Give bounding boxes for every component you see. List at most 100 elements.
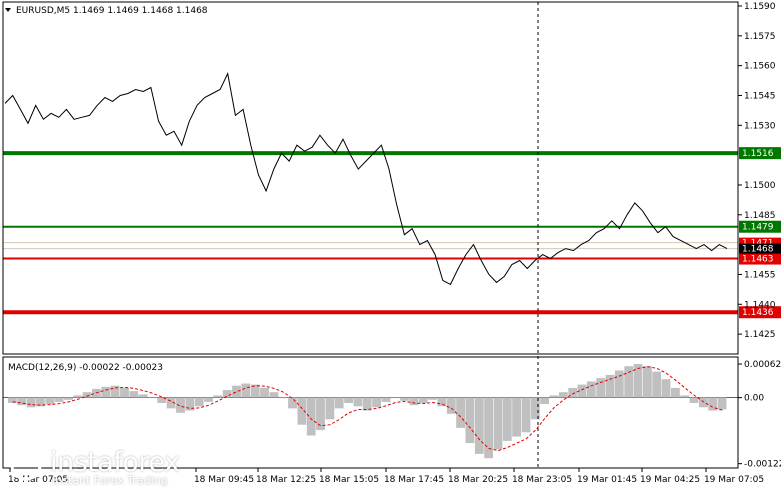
macd-bar: [176, 397, 185, 413]
xtick-label: 19 Mar 01:45: [577, 475, 637, 485]
macd-bar: [502, 397, 512, 441]
symbol-info: EURUSD,M5 1.1469 1.1469 1.1468 1.1468: [16, 6, 208, 16]
watermark-brand: instaforex: [50, 447, 180, 478]
macd-bar: [418, 397, 428, 403]
macd-bar: [26, 397, 36, 408]
price-ytick-label: 1.1545: [744, 91, 776, 101]
macd-bar: [8, 397, 17, 403]
price-tag: [739, 237, 781, 248]
macd-bar: [185, 397, 195, 411]
macd-bar: [316, 397, 325, 431]
macd-ytick-label: 0.00: [744, 394, 764, 404]
xtick-label: 18 Mar 09:45: [194, 475, 254, 485]
macd-bar: [129, 391, 139, 398]
macd-bar: [624, 366, 634, 398]
level-tag-label: 1.1516: [742, 149, 774, 159]
macd-bar: [325, 397, 335, 420]
macd-bar: [671, 387, 680, 398]
price-ytick-label: 1.1575: [744, 32, 776, 42]
macd-bar: [708, 397, 718, 411]
macd-bar: [213, 395, 223, 398]
macd-bar: [400, 397, 409, 401]
macd-bar: [64, 397, 73, 400]
macd-bar: [605, 374, 615, 398]
macd-bar: [465, 397, 475, 444]
level-tag-label: 1.1463: [742, 255, 774, 265]
price-tag: [739, 243, 781, 254]
macd-bar: [194, 397, 204, 407]
price-ytick-label: 1.1440: [744, 300, 776, 310]
macd-bar: [643, 366, 652, 398]
macd-bar: [54, 397, 64, 402]
macd-bar: [699, 397, 708, 408]
macd-bar: [306, 397, 316, 436]
macd-bar: [120, 387, 129, 398]
macd-title: MACD(12,26,9) -0.00022 -0.00023: [8, 363, 163, 373]
price-series-line: [4, 71, 728, 286]
macd-bar: [717, 397, 727, 410]
price-frame: [2, 1, 739, 355]
macd-bar: [661, 379, 671, 398]
price-ytick-label: 1.1425: [744, 330, 776, 340]
macd-bar: [474, 397, 484, 454]
price-tag-label: 1.1468: [742, 245, 774, 255]
macd-bar: [101, 386, 111, 398]
symbol-dropdown-icon[interactable]: [5, 8, 11, 12]
price-ytick-label: 1.1560: [744, 62, 776, 72]
watermark-tagline: Instant Forex Trading: [52, 474, 168, 487]
macd-signal-line: [12, 366, 723, 452]
macd-bar: [288, 397, 297, 409]
macd-bar: [362, 397, 372, 411]
macd-bar: [381, 397, 391, 402]
macd-bar: [652, 371, 662, 398]
macd-bar: [82, 392, 92, 398]
macd-bar: [250, 384, 260, 398]
xtick-label: 18 Mar 17:45: [384, 475, 444, 485]
level-tag: [739, 220, 781, 233]
macd-bar: [484, 397, 493, 459]
macd-bar: [372, 397, 381, 408]
macd-bar: [269, 392, 279, 398]
macd-bar: [530, 397, 540, 420]
macd-bar: [596, 378, 606, 398]
macd-bar: [549, 395, 559, 398]
macd-bar: [558, 392, 568, 398]
macd-frame: [2, 356, 739, 469]
macd-bar: [260, 387, 269, 398]
macd-bar: [166, 397, 176, 409]
macd-bar: [204, 397, 213, 402]
level-tag-label: 1.1479: [742, 223, 774, 233]
price-ytick-label: 1.1485: [744, 211, 776, 221]
macd-bar: [614, 370, 624, 398]
xtick-label: 19 Mar 07:05: [704, 475, 764, 485]
price-ytick-label: 1.1455: [744, 270, 776, 280]
macd-bar: [390, 397, 400, 399]
macd-bar: [568, 387, 578, 398]
macd-bar: [633, 364, 643, 398]
macd-bar: [36, 397, 45, 407]
macd-bar: [45, 397, 55, 405]
macd-bar: [586, 381, 596, 398]
macd-bar: [278, 397, 288, 399]
xtick-label: 18 Mar 23:05: [512, 475, 572, 485]
macd-bar: [446, 397, 456, 414]
level-tag-label: 1.1436: [742, 308, 774, 318]
macd-ytick-label: -0.00122: [744, 460, 781, 470]
macd-bar: [540, 397, 549, 405]
price-ytick-label: 1.1500: [744, 181, 776, 191]
price-ytick-label: 1.1590: [744, 2, 776, 12]
macd-bar: [222, 390, 232, 398]
macd-bar: [344, 397, 353, 403]
xtick-label: 18 Mar 07:05: [8, 475, 68, 485]
macd-bar: [437, 397, 447, 407]
macd-bar: [232, 385, 241, 398]
instaforex-logo-icon: [9, 448, 43, 482]
macd-ytick-label: 0.00062: [744, 360, 781, 370]
macd-bar: [334, 397, 344, 409]
level-tag: [739, 147, 781, 160]
macd-bar: [456, 397, 465, 428]
macd-bar: [241, 383, 251, 398]
macd-bar: [689, 397, 699, 403]
